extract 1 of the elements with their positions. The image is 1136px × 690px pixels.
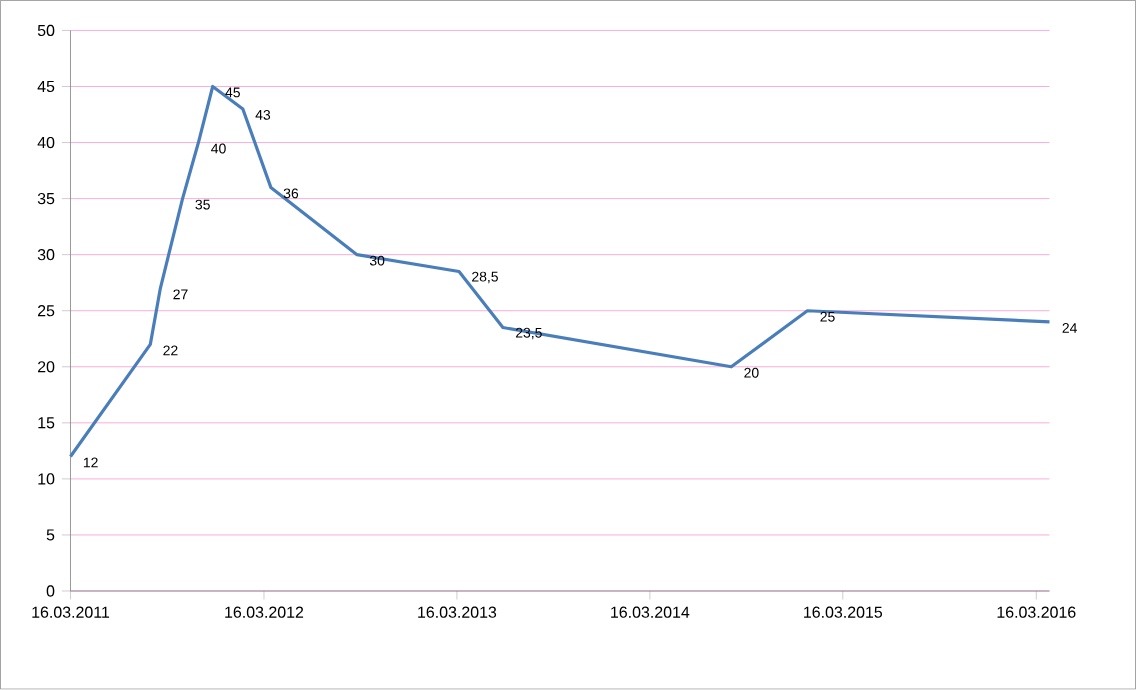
line-series	[68, 85, 1052, 459]
